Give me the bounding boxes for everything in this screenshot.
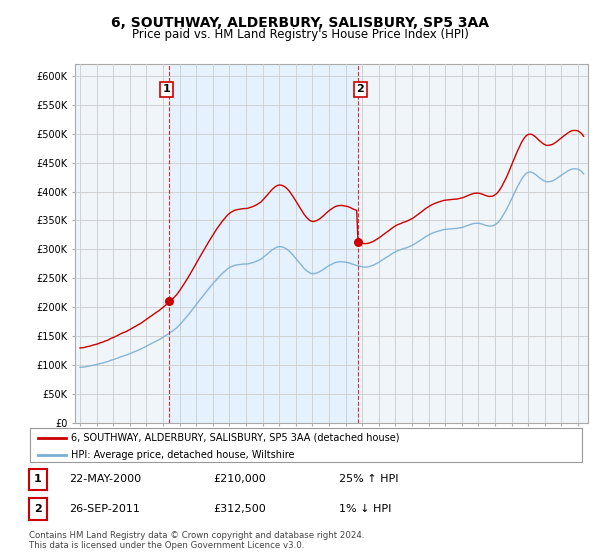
Text: Price paid vs. HM Land Registry's House Price Index (HPI): Price paid vs. HM Land Registry's House … (131, 28, 469, 41)
Text: 6, SOUTHWAY, ALDERBURY, SALISBURY, SP5 3AA (detached house): 6, SOUTHWAY, ALDERBURY, SALISBURY, SP5 3… (71, 433, 400, 443)
Text: 25% ↑ HPI: 25% ↑ HPI (339, 474, 398, 484)
Text: 6, SOUTHWAY, ALDERBURY, SALISBURY, SP5 3AA: 6, SOUTHWAY, ALDERBURY, SALISBURY, SP5 3… (111, 16, 489, 30)
Text: £312,500: £312,500 (213, 504, 266, 514)
Text: 1% ↓ HPI: 1% ↓ HPI (339, 504, 391, 514)
Text: 26-SEP-2011: 26-SEP-2011 (69, 504, 140, 514)
Bar (169, 64, 358, 423)
Text: 2: 2 (356, 85, 364, 95)
Point (353, 237, 362, 246)
Text: 1: 1 (163, 85, 170, 95)
Text: Contains HM Land Registry data © Crown copyright and database right 2024.
This d: Contains HM Land Registry data © Crown c… (29, 531, 364, 550)
Text: 2: 2 (34, 504, 41, 514)
Point (164, 297, 174, 306)
Text: 22-MAY-2000: 22-MAY-2000 (69, 474, 141, 484)
Text: £210,000: £210,000 (213, 474, 266, 484)
Text: HPI: Average price, detached house, Wiltshire: HPI: Average price, detached house, Wilt… (71, 450, 295, 460)
Text: 1: 1 (34, 474, 41, 484)
